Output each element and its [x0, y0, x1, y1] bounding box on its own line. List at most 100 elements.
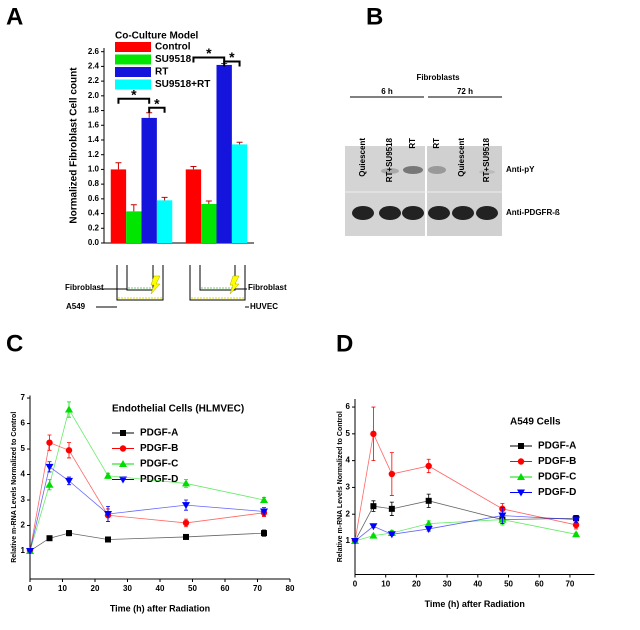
bar: [110, 169, 127, 243]
legend-label: PDGF-C: [140, 459, 178, 470]
marker: [518, 443, 524, 449]
bar: [216, 64, 232, 243]
marker: [260, 508, 268, 516]
blot-band-label: Anti-pY: [506, 165, 535, 174]
marker: [572, 521, 580, 529]
marker: [65, 405, 73, 413]
y-tick-label: 0.8: [88, 179, 100, 188]
y-tick-label: 4: [21, 470, 26, 479]
marker: [119, 445, 127, 452]
lane-label: RT+SU9518: [482, 137, 491, 182]
legend-label: Control: [155, 42, 191, 53]
error-bar: [190, 165, 197, 170]
y-tick-label: 4: [346, 456, 351, 465]
y-tick-label: 1.0: [88, 165, 100, 174]
lane-label: Quiescent: [358, 138, 367, 177]
series-line: [354, 519, 577, 542]
error-bar: [130, 204, 137, 212]
blot-title: Fibroblasts: [416, 73, 460, 82]
y-tick-label: 1.2: [88, 150, 100, 159]
significance-bracket: [117, 97, 151, 104]
legend-label: PDGF-C: [538, 472, 576, 483]
marker: [370, 430, 377, 438]
diagram-label: HUVEC: [250, 302, 278, 311]
marker: [65, 447, 73, 454]
marker: [260, 495, 268, 503]
bar: [185, 169, 202, 243]
marker: [517, 458, 525, 465]
marker: [517, 473, 525, 480]
bar: [141, 117, 157, 243]
marker: [182, 502, 190, 510]
y-tick-label: 0.2: [88, 223, 100, 232]
marker: [66, 530, 72, 537]
y-tick-label: 5: [21, 444, 26, 453]
legend-label: SU9518+RT: [155, 79, 210, 90]
y-tick-label: 7: [21, 393, 26, 402]
legend-label: PDGF-A: [140, 428, 178, 439]
legend-label: PDGF-B: [140, 443, 178, 454]
blot-band-label: Anti-PDGFR-ß: [506, 208, 560, 217]
y-tick-label: 2.4: [88, 62, 100, 71]
x-tick-label: 40: [473, 580, 482, 589]
marker: [517, 489, 525, 497]
error-bar: [236, 141, 243, 145]
legend-title: A549 Cells: [510, 417, 561, 428]
marker: [369, 523, 378, 531]
significance-bracket: [223, 60, 241, 67]
marker: [424, 525, 433, 533]
marker: [65, 477, 73, 485]
significance-bracket: [148, 106, 166, 113]
y-tick-label: 2.2: [88, 76, 100, 85]
series-line: [354, 432, 577, 542]
panel-letter: D: [336, 330, 353, 357]
x-tick-label: 70: [565, 580, 574, 589]
y-tick-label: 3: [21, 495, 26, 504]
marker: [572, 530, 581, 538]
marker: [387, 531, 396, 539]
x-tick-label: 80: [286, 584, 295, 593]
x-axis-label: Time (h) after Radiation: [110, 603, 210, 613]
marker: [26, 547, 34, 555]
marker: [370, 503, 377, 510]
marker: [425, 462, 432, 470]
y-tick-label: 1: [346, 536, 351, 545]
y-tick-label: 2: [346, 509, 351, 518]
y-tick-label: 6: [21, 419, 26, 428]
marker: [388, 470, 396, 478]
marker: [45, 463, 54, 471]
y-tick-label: 5: [346, 429, 351, 438]
legend-label: PDGF-D: [538, 487, 576, 498]
panel-letter: B: [366, 3, 383, 30]
lane-label: RT: [432, 138, 441, 149]
marker: [572, 516, 581, 524]
panel-letter: C: [6, 330, 23, 357]
x-tick-label: 10: [58, 584, 67, 593]
error-bar: [146, 112, 153, 118]
error-bar: [205, 200, 212, 204]
x-tick-label: 40: [156, 584, 165, 593]
y-tick-label: 1.8: [88, 106, 100, 115]
legend-label: PDGF-B: [538, 456, 576, 467]
bar: [201, 204, 217, 243]
significance-label: *: [206, 45, 212, 61]
marker: [45, 480, 54, 488]
y-tick-label: 2: [21, 521, 26, 530]
x-tick-label: 0: [353, 580, 358, 589]
x-tick-label: 30: [123, 584, 132, 593]
significance-bracket: [192, 56, 226, 63]
x-tick-label: 60: [221, 584, 230, 593]
marker: [388, 505, 395, 512]
y-tick-label: 1.4: [88, 135, 100, 144]
legend-swatch: [115, 54, 151, 65]
marker: [425, 497, 432, 504]
series-line: [29, 442, 265, 552]
diagram-label: Fibroblast: [248, 283, 287, 292]
x-tick-label: 70: [253, 584, 262, 593]
legend-label: PDGF-A: [538, 441, 576, 452]
y-axis-label: Relative m-RNA Levels Normalized to Cont…: [11, 412, 18, 563]
y-axis-label: Relative m-RNA Levels Normalized to Cont…: [337, 411, 344, 562]
legend-swatch: [115, 79, 151, 90]
marker: [119, 476, 127, 484]
